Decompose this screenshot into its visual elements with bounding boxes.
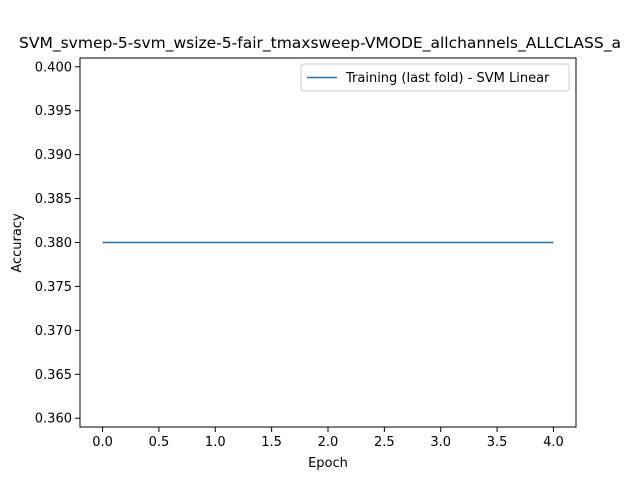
y-tick-label: 0.360 [35,412,72,427]
legend-label: Training (last fold) - SVM Linear [345,71,550,86]
legend-box [300,63,570,92]
x-tick-label: 0.5 [149,435,170,450]
y-tick-label: 0.385 [35,192,72,207]
y-tick-label: 0.390 [35,148,72,163]
y-axis-label: Accuracy [10,213,25,273]
y-axis-ticks: 0.360 0.365 0.370 0.375 0.380 0.385 0.390 0.395… [35,60,80,427]
x-axis-ticks: 0.0 0.5 1.0 1.5 2.0 2.5 3.0 3.5 4.0 [92,427,564,450]
x-tick-label: 2.5 [374,435,395,450]
x-axis-label: Epoch [308,456,348,471]
chart-title: SVM_svmep-5-svm_wsize-5-fair_tmaxsweep-V… [19,34,621,53]
x-tick-label: 1.5 [261,435,282,450]
x-tick-label: 3.5 [487,435,508,450]
x-tick-label: 0.0 [92,435,113,450]
y-tick-label: 0.365 [35,368,72,383]
y-tick-label: 0.380 [35,236,72,251]
y-tick-label: 0.375 [35,280,72,295]
y-tick-label: 0.370 [35,324,72,339]
x-tick-label: 4.0 [543,435,564,450]
y-tick-label: 0.400 [35,60,72,75]
y-tick-label: 0.395 [35,104,72,119]
x-tick-label: 3.0 [430,435,451,450]
axes-frame [79,57,577,428]
legend: Training (last fold) - SVM Linear [300,63,570,92]
x-tick-label: 2.0 [318,435,339,450]
x-tick-label: 1.0 [205,435,226,450]
